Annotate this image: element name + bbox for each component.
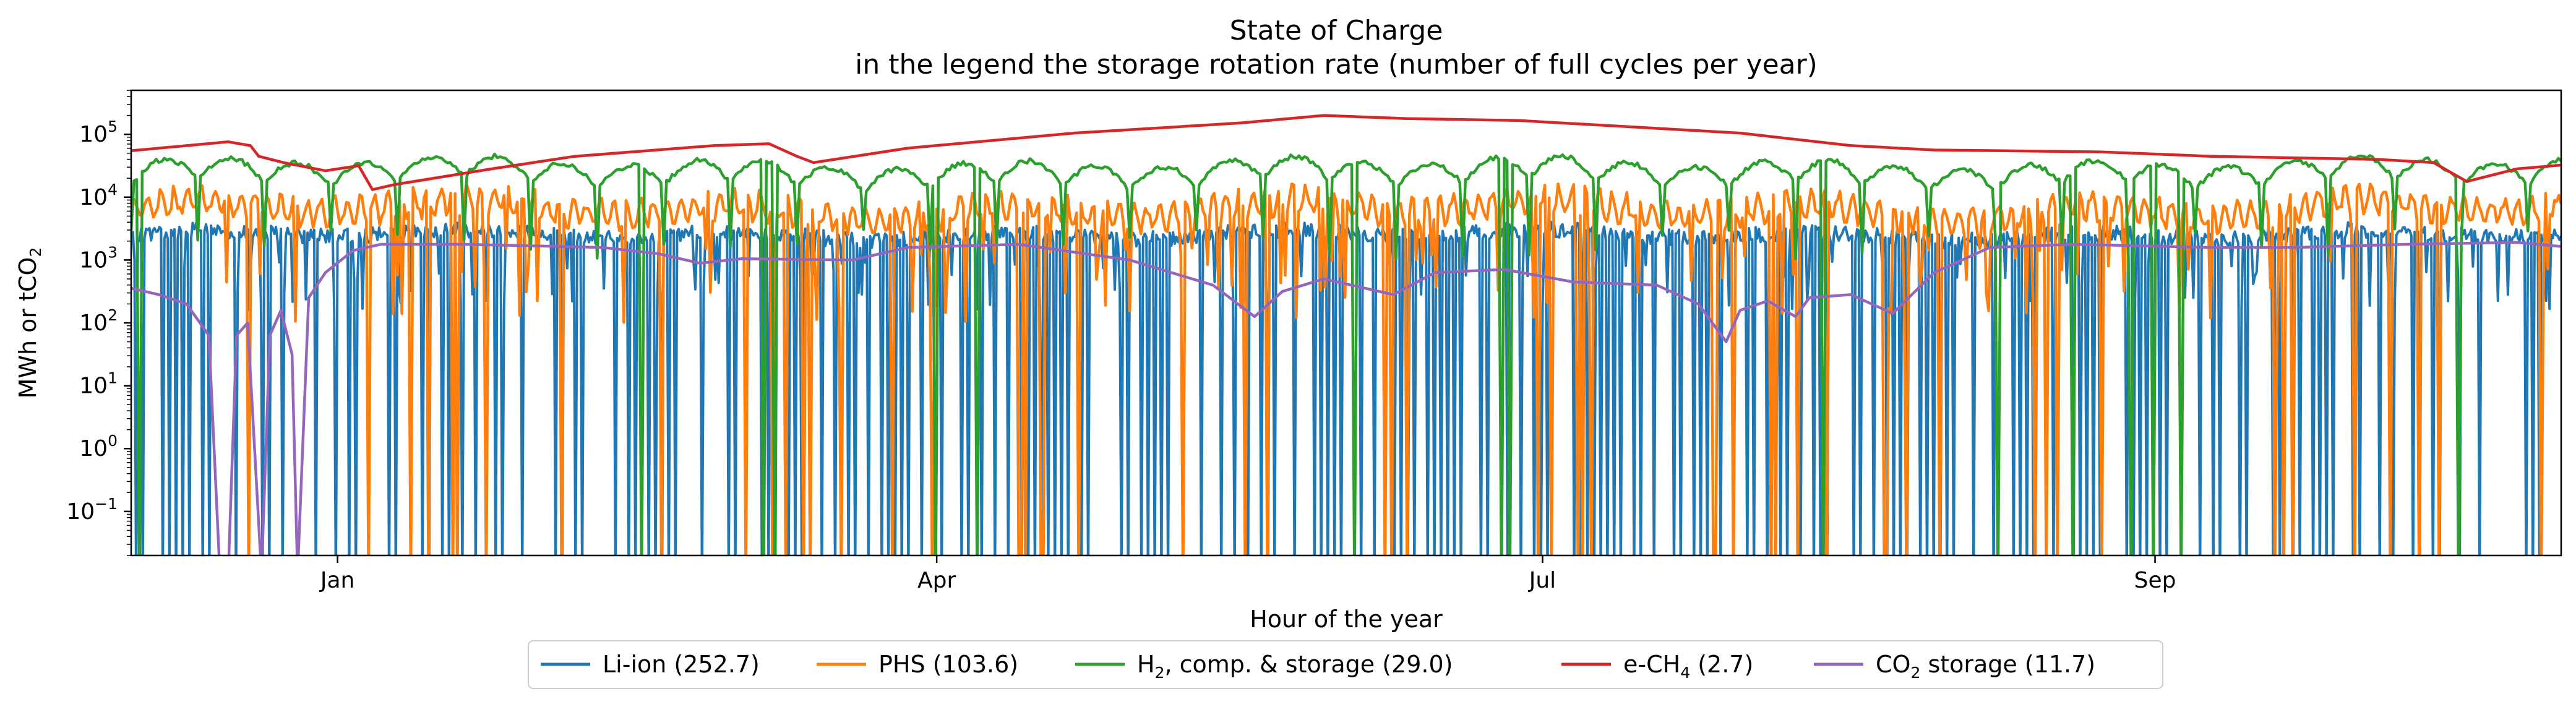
y-tick-label: 102 <box>79 306 118 336</box>
series-line-co2 <box>131 241 2561 555</box>
legend-text-part: Li-ion (252.7) <box>603 651 760 678</box>
legend-text-part: storage (11.7) <box>1920 651 2095 678</box>
y-axis-label-main: MWh or tCO <box>14 257 41 399</box>
chart-subtitle: in the legend the storage rotation rate … <box>855 49 1818 80</box>
legend-text-part: (2.7) <box>1690 651 1753 678</box>
y-tick-label: 103 <box>79 243 118 273</box>
y-tick-exponent: −1 <box>95 495 118 513</box>
y-tick-label: 105 <box>79 118 118 147</box>
legend-text-part: CO <box>1876 651 1910 678</box>
legend: Li-ion (252.7) PHS (103.6) H2, comp. & sto… <box>528 640 2163 689</box>
y-tick-base: 10 <box>79 311 108 336</box>
y-axis-label-subscript: 2 <box>27 247 45 257</box>
x-tick-label: Sep <box>2134 568 2176 593</box>
legend-label-ch4: e-CH4 (2.7) <box>1623 651 1753 682</box>
y-tick-label: 10−1 <box>66 495 118 525</box>
x-tick-label: Jul <box>1528 568 1556 593</box>
y-tick-label: 101 <box>79 369 118 399</box>
legend-label-co2: CO2 storage (11.7) <box>1876 651 2095 682</box>
legend-label-phs: PHS (103.6) <box>878 651 1018 678</box>
legend-text-part: 2 <box>1910 664 1920 682</box>
y-tick-base: 10 <box>79 247 108 273</box>
y-tick-exponent: 3 <box>108 243 118 261</box>
x-tick-label: Jan <box>319 568 355 593</box>
legend-label-h2: H2, comp. & storage (29.0) <box>1137 651 1453 682</box>
x-tick-label: Apr <box>917 568 956 593</box>
y-tick-base: 10 <box>79 374 108 399</box>
chart-title: State of Charge <box>1230 15 1443 46</box>
y-tick-base: 10 <box>79 436 108 461</box>
legend-text-part: 2 <box>1155 664 1165 682</box>
y-tick-exponent: 5 <box>108 118 118 135</box>
legend-text-part: 4 <box>1680 664 1690 682</box>
y-tick-exponent: 2 <box>108 306 118 324</box>
series-line-h2 <box>131 152 2561 555</box>
legend-frame <box>528 640 2163 689</box>
y-tick-base: 10 <box>79 185 108 210</box>
y-axis-label: MWh or tCO2 <box>14 247 45 399</box>
legend-text-part: PHS (103.6) <box>878 651 1018 678</box>
y-tick-label: 104 <box>79 181 118 210</box>
legend-text-part: H <box>1137 651 1155 678</box>
legend-label-li: Li-ion (252.7) <box>603 651 760 678</box>
y-tick-base: 10 <box>79 122 108 147</box>
x-axis-label: Hour of the year <box>1250 606 1443 633</box>
y-tick-exponent: 4 <box>108 181 118 199</box>
y-tick-base: 10 <box>66 499 95 525</box>
legend-text-part: e-CH <box>1623 651 1680 678</box>
x-axis: JanAprJulSepDec <box>319 555 2176 593</box>
series-line-ch4 <box>131 114 2561 191</box>
y-tick-label: 100 <box>79 432 118 461</box>
y-tick-exponent: 1 <box>108 369 118 387</box>
legend-text-part: , comp. & storage (29.0) <box>1164 651 1453 678</box>
series-layer <box>131 114 2561 555</box>
y-tick-exponent: 0 <box>108 432 118 450</box>
